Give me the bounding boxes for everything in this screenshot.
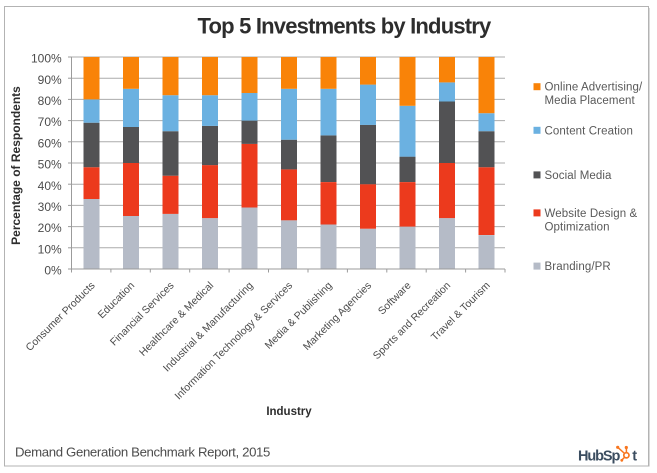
svg-text:40%: 40% (38, 179, 62, 193)
svg-text:Percentage of Respondents: Percentage of Respondents (9, 86, 23, 245)
svg-text:60%: 60% (38, 136, 62, 150)
svg-text:Industry: Industry (266, 406, 312, 418)
svg-text:20%: 20% (38, 221, 62, 235)
svg-text:80%: 80% (38, 94, 62, 108)
svg-text:Demand Generation Benchmark Re: Demand Generation Benchmark Report, 2015 (15, 445, 270, 460)
svg-text:t: t (632, 449, 637, 465)
svg-text:Media Placement: Media Placement (545, 95, 636, 107)
svg-text:Top 5 Investments by Industry: Top 5 Investments by Industry (197, 14, 492, 39)
svg-text:Online Advertising/: Online Advertising/ (545, 82, 643, 94)
svg-text:Social Media: Social Media (545, 170, 613, 182)
svg-text:50%: 50% (38, 158, 62, 172)
svg-text:0%: 0% (44, 264, 62, 278)
svg-text:Content Creation: Content Creation (545, 125, 634, 137)
svg-text:30%: 30% (38, 200, 62, 214)
svg-text:70%: 70% (38, 115, 62, 129)
svg-text:10%: 10% (38, 242, 62, 256)
svg-text:100%: 100% (31, 52, 62, 66)
svg-text:Website Design &: Website Design & (545, 208, 638, 220)
svg-text:90%: 90% (38, 73, 62, 87)
svg-text:HubSp: HubSp (578, 449, 620, 465)
svg-text:Branding/PR: Branding/PR (545, 261, 611, 273)
svg-text:Optimization: Optimization (545, 221, 610, 233)
